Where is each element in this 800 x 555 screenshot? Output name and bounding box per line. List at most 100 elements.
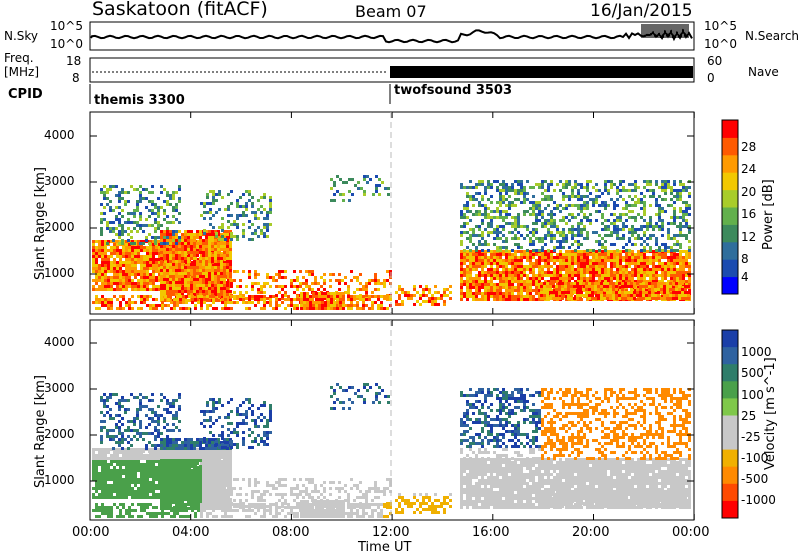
power-cell [637,228,640,231]
power-cell [631,253,634,256]
power-cell [646,180,649,183]
power-cell [260,232,263,235]
power-cell [673,195,676,198]
velocity-cell [152,472,155,475]
power-cell [140,270,143,273]
power-cell [196,254,199,257]
power-cell [561,285,564,288]
power-cell [181,242,184,245]
power-cell [676,249,679,252]
power-cell [678,285,681,288]
power-cell [619,195,622,198]
power-cell [184,275,187,278]
power-cell [505,274,508,277]
power-cell [187,248,190,251]
power-cell [245,307,248,310]
power-cell [145,218,148,221]
power-cell [466,280,469,283]
power-cell [514,298,517,301]
power-cell [580,253,583,256]
power-cell [112,230,115,233]
power-cell [678,291,681,294]
power-cell [552,291,555,294]
power-cell [597,282,600,285]
power-cell [493,250,496,253]
power-cell [356,276,359,279]
power-cell [652,256,655,259]
power-cell [214,275,217,278]
power-cell [95,307,98,310]
velocity-cell [110,475,113,478]
power-cell [215,232,218,235]
power-cell [469,277,472,280]
power-cell [508,274,511,277]
power-cell [532,204,535,207]
power-cell [190,290,193,293]
power-cell [523,189,526,192]
power-cell [553,259,556,262]
power-cell [269,202,272,205]
power-cell [511,222,514,225]
power-cell [205,245,208,248]
power-cell [574,180,577,183]
power-cell [152,267,155,270]
power-cell [184,284,187,287]
power-cell [613,219,616,222]
power-cell [309,301,312,304]
power-cell [529,286,532,289]
power-cell [160,278,163,281]
power-cell [460,277,463,280]
power-cell [199,248,202,251]
power-cell [526,192,529,195]
power-cell [577,195,580,198]
velocity-cell [92,451,95,454]
power-cell [670,216,673,219]
power-cell [446,294,449,297]
power-cell [122,270,125,273]
power-cell [586,234,589,237]
power-cell [205,284,208,287]
power-cell [658,246,661,249]
power-cell [520,192,523,195]
power-cell [532,298,535,301]
power-cell [550,219,553,222]
power-cell [110,285,113,288]
power-cell [157,215,160,218]
power-cell [115,194,118,197]
power-cell [263,285,266,288]
power-cell [139,185,142,188]
power-cell [586,265,589,268]
power-cell [272,295,275,298]
power-cell [628,271,631,274]
velocity-cell [122,463,125,466]
power-cell [612,297,615,300]
power-cell [544,219,547,222]
power-cell [284,270,287,273]
power-cell [98,270,101,273]
power-cell [568,271,571,274]
velocity-cell [137,496,140,499]
power-cell [636,294,639,297]
velocity-cell [116,481,119,484]
power-cell [193,260,196,263]
power-cell [223,257,226,260]
power-cell [661,180,664,183]
power-cell [546,294,549,297]
power-cell [443,300,446,303]
power-cell [200,298,203,301]
power-cell [223,272,226,275]
power-cell [670,253,673,256]
power-cell [154,230,157,233]
power-cell [610,198,613,201]
power-cell [502,280,505,283]
velocity-cell [98,454,101,457]
power-cell [490,253,493,256]
power-cell [425,300,428,303]
power-cell [155,279,158,282]
power-cell [490,289,493,292]
power-cell [321,307,324,310]
power-cell [496,268,499,271]
power-cell [199,242,202,245]
power-cell [570,294,573,297]
power-cell [535,283,538,286]
